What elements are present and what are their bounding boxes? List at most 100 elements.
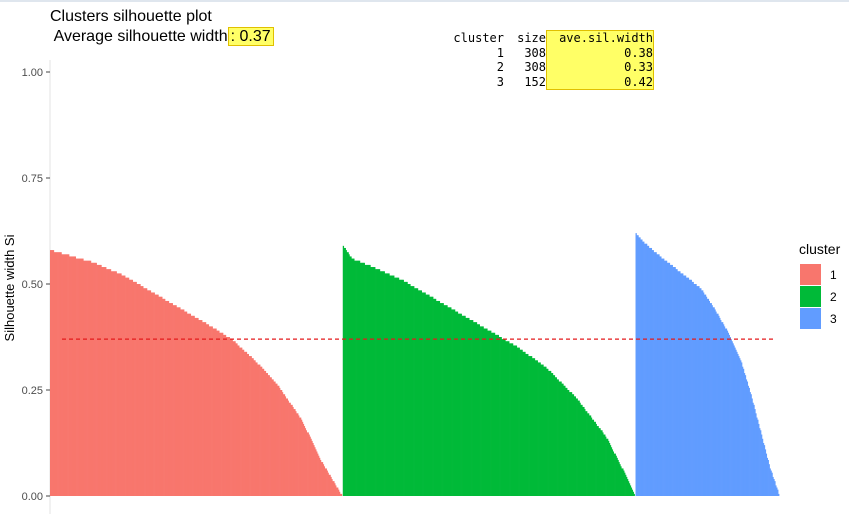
silhouette-bar	[215, 328, 217, 496]
silhouette-bar	[750, 394, 752, 496]
silhouette-bar	[479, 326, 481, 496]
silhouette-bar	[157, 294, 159, 496]
cluster-3-bars	[635, 233, 780, 497]
silhouette-bar	[675, 269, 677, 496]
silhouette-bar	[133, 281, 135, 496]
silhouette-bar	[166, 300, 169, 496]
silhouette-bar	[557, 379, 559, 496]
silhouette-bar	[427, 294, 429, 496]
silhouette-bar	[289, 402, 291, 496]
silhouette-bar	[104, 267, 106, 496]
silhouette-bar	[520, 349, 522, 496]
y-axis: 0.00 0.25 0.50 0.75 1.00	[22, 60, 51, 514]
silhouette-bar	[294, 409, 296, 496]
silhouette-bar	[394, 277, 396, 496]
silhouette-bar	[369, 264, 371, 496]
silhouette-bar	[733, 345, 735, 496]
silhouette-bar	[696, 286, 698, 496]
silhouette-bar	[666, 262, 669, 496]
silhouette-bar	[352, 258, 354, 496]
silhouette-bar	[163, 298, 165, 496]
silhouette-bar	[412, 286, 414, 496]
silhouette-bar	[640, 239, 642, 497]
silhouette-bar	[618, 462, 620, 496]
y-tick-label: 0.50	[22, 279, 43, 291]
silhouette-bar	[107, 269, 110, 496]
silhouette-bar	[291, 404, 293, 496]
silhouette-bar	[682, 273, 684, 496]
silhouette-bar	[510, 343, 512, 496]
silhouette-bar	[165, 300, 167, 496]
silhouette-bar	[652, 250, 654, 496]
silhouette-bar	[742, 368, 745, 496]
silhouette-bar	[182, 309, 184, 496]
silhouette-bar	[332, 481, 334, 496]
silhouette-bar	[420, 290, 422, 496]
silhouette-bar	[421, 292, 423, 496]
silhouette-bar	[180, 309, 182, 496]
silhouette-bar	[253, 360, 255, 496]
silhouette-bar	[657, 254, 659, 496]
silhouette-bar	[78, 258, 80, 496]
silhouette-bar	[414, 288, 416, 496]
silhouette-bar	[410, 286, 412, 496]
silhouette-bar	[500, 337, 502, 496]
silhouette-bar	[353, 258, 355, 496]
silhouette-bar	[689, 279, 691, 496]
silhouette-bar	[451, 309, 453, 496]
silhouette-bar	[77, 258, 79, 496]
silhouette-bar	[587, 413, 589, 496]
silhouette-bar	[509, 343, 511, 496]
silhouette-bar	[535, 360, 538, 496]
silhouette-bar	[246, 353, 249, 496]
silhouette-bar	[615, 455, 617, 496]
silhouette-bar	[591, 419, 594, 496]
silhouette-bar	[57, 252, 59, 496]
silhouette-bar	[588, 415, 591, 496]
silhouette-bar	[382, 271, 384, 496]
silhouette-bar	[469, 320, 471, 496]
silhouette-bar	[395, 277, 398, 496]
silhouette-bar	[530, 356, 532, 496]
silhouette-bar	[511, 343, 514, 496]
silhouette-bar	[363, 262, 365, 496]
silhouette-bar	[396, 277, 399, 496]
silhouette-bar	[345, 250, 347, 496]
silhouette-bar	[453, 309, 455, 496]
silhouette-bar	[405, 281, 407, 496]
silhouette-bar	[725, 328, 728, 496]
silhouette-bar	[193, 315, 195, 496]
silhouette-bar	[647, 245, 650, 496]
silhouette-bar	[167, 300, 170, 496]
silhouette-bar	[441, 303, 443, 496]
silhouette-bar	[571, 394, 574, 496]
silhouette-bar	[679, 271, 681, 496]
silhouette-bar	[271, 379, 273, 496]
silhouette-bar	[261, 366, 263, 496]
plot-subtitle: Average silhouette width: 0.37	[50, 27, 274, 46]
silhouette-bar	[623, 470, 625, 496]
silhouette-bar	[92, 262, 95, 496]
silhouette-bar	[323, 466, 326, 496]
silhouette-bar	[303, 426, 306, 496]
silhouette-bar	[340, 493, 343, 496]
silhouette-bar	[611, 449, 614, 496]
stats-cell-cluster: 1	[496, 45, 504, 60]
silhouette-bar	[274, 381, 276, 496]
silhouette-bar	[467, 317, 469, 496]
silhouette-bar	[521, 349, 523, 496]
silhouette-bar	[117, 273, 119, 496]
silhouette-bar	[175, 305, 177, 496]
silhouette-bar	[322, 464, 325, 496]
silhouette-bar	[398, 279, 401, 496]
silhouette-bar	[368, 264, 370, 496]
silhouette-bar	[354, 260, 356, 496]
silhouette-bar	[325, 468, 327, 496]
silhouette-bar	[89, 260, 92, 496]
silhouette-bar	[316, 451, 318, 496]
silhouette-bar	[626, 476, 628, 496]
silhouette-bar	[604, 434, 606, 496]
silhouette-bar	[660, 256, 662, 496]
silhouette-bar	[581, 404, 583, 496]
silhouette-bar	[191, 315, 193, 496]
